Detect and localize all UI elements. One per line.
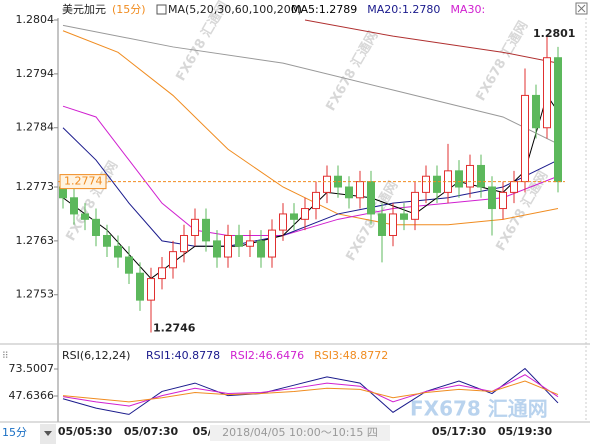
period-tag: (15分): [112, 3, 146, 16]
candle-body: [422, 175, 430, 193]
candle-body: [92, 218, 100, 236]
candle-body: [202, 218, 210, 242]
ma-line: [304, 19, 559, 64]
candle-body: [389, 213, 397, 236]
candle-body: [191, 218, 199, 236]
y-tick-label: 1.2804: [16, 13, 55, 26]
min-annotation: 1.2746: [153, 321, 196, 334]
candle-body: [356, 181, 364, 199]
ma-icon[interactable]: [156, 4, 167, 15]
legend-entry: RSI2:46.6476: [230, 349, 304, 362]
candle-body: [323, 175, 331, 193]
rsi-line: [62, 380, 559, 403]
candle-body: [180, 234, 188, 253]
x-tick-label: 05/05:30: [58, 425, 113, 438]
candle-body: [543, 57, 551, 129]
candle-body: [312, 191, 320, 210]
candle-body: [235, 234, 243, 247]
crosshair-label-box: [210, 425, 390, 441]
close-icon: [577, 4, 586, 13]
candle-body: [268, 229, 276, 258]
period-label[interactable]: 15分: [2, 426, 27, 439]
candle-body: [213, 240, 221, 258]
x-tick-label: 05/17:30: [432, 425, 487, 438]
candle-body: [378, 213, 386, 236]
watermark: FX678 汇通网: [410, 397, 548, 421]
candle-body: [554, 57, 562, 183]
rsi-line: [62, 374, 559, 407]
candle-body: [488, 186, 496, 210]
candle-body: [70, 197, 78, 215]
candle-body: [400, 213, 408, 220]
y-tick-label: 73.5007: [9, 362, 55, 375]
x-tick-label: 05/19:30: [498, 425, 553, 438]
candle-body: [136, 272, 144, 301]
candle-body: [169, 251, 177, 269]
y-tick-label: 1.2794: [16, 67, 55, 80]
candle-body: [345, 186, 353, 199]
ma-line: [62, 30, 559, 226]
last-price-box: [59, 174, 107, 190]
y-tick-label: 1.2763: [16, 234, 55, 247]
chart-title: 美元加元: [62, 3, 106, 16]
candle-body: [279, 213, 287, 231]
candle-body: [466, 164, 474, 188]
legend-entry: RSI3:48.8772: [314, 349, 388, 362]
candle-body: [477, 164, 485, 188]
ma-line: [62, 24, 559, 145]
candle-body: [114, 245, 122, 258]
crosshair-label: 2018/04/05 10:00～10:15 四: [222, 426, 378, 439]
candle-body: [301, 208, 309, 220]
candle-body: [532, 94, 540, 129]
candle-body: [290, 213, 298, 220]
candle-body: [433, 175, 441, 193]
candle-body: [81, 213, 89, 220]
candle-body: [147, 278, 155, 301]
candle-body: [499, 191, 507, 210]
legend-entry: MA5:1.2789: [291, 3, 357, 16]
candle-body: [367, 181, 375, 215]
legend-entry: RSI1:40.8778: [146, 349, 220, 362]
candle-body: [521, 94, 529, 183]
candle-body: [257, 240, 265, 258]
candle-body: [224, 234, 232, 258]
candle-body: [246, 240, 254, 247]
max-annotation: 1.2801: [533, 27, 575, 40]
last-price-label: 1.2774: [64, 175, 103, 188]
rsi-line: [62, 367, 559, 415]
rsi-title: RSI(6,12,24): [62, 349, 130, 362]
legend-entry: MA30:: [450, 3, 485, 16]
ma-line: [62, 105, 559, 236]
drag-handle: ⠿: [2, 351, 9, 362]
legend-entry: MA20:1.2780: [367, 3, 440, 16]
candle-body: [103, 234, 111, 247]
y-tick-label: 1.2753: [16, 288, 55, 301]
candle-body: [158, 267, 166, 280]
candle-body: [411, 191, 419, 220]
dropdown-arrow: [44, 431, 52, 436]
x-tick-label: 05/07:30: [124, 425, 179, 438]
y-tick-label: 1.2784: [16, 121, 55, 134]
candle-body: [455, 170, 463, 188]
candle-body: [125, 256, 133, 274]
ma-title: MA(5,20,30,60,100,200): [168, 3, 302, 16]
y-tick-label: 1.2773: [16, 180, 55, 193]
candle-body: [510, 181, 518, 193]
y-tick-label: 47.6366: [9, 389, 55, 402]
